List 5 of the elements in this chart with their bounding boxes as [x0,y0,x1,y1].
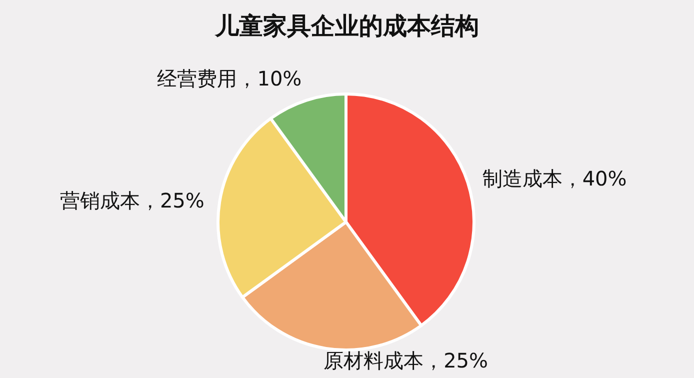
slice-label: 原材料成本，25% [324,348,488,373]
slice-label: 经营费用，10% [157,66,302,91]
chart-title: 儿童家具企业的成本结构 [214,12,479,40]
slice-label: 制造成本，40% [482,166,627,191]
slice-label: 营销成本，25% [60,188,204,213]
